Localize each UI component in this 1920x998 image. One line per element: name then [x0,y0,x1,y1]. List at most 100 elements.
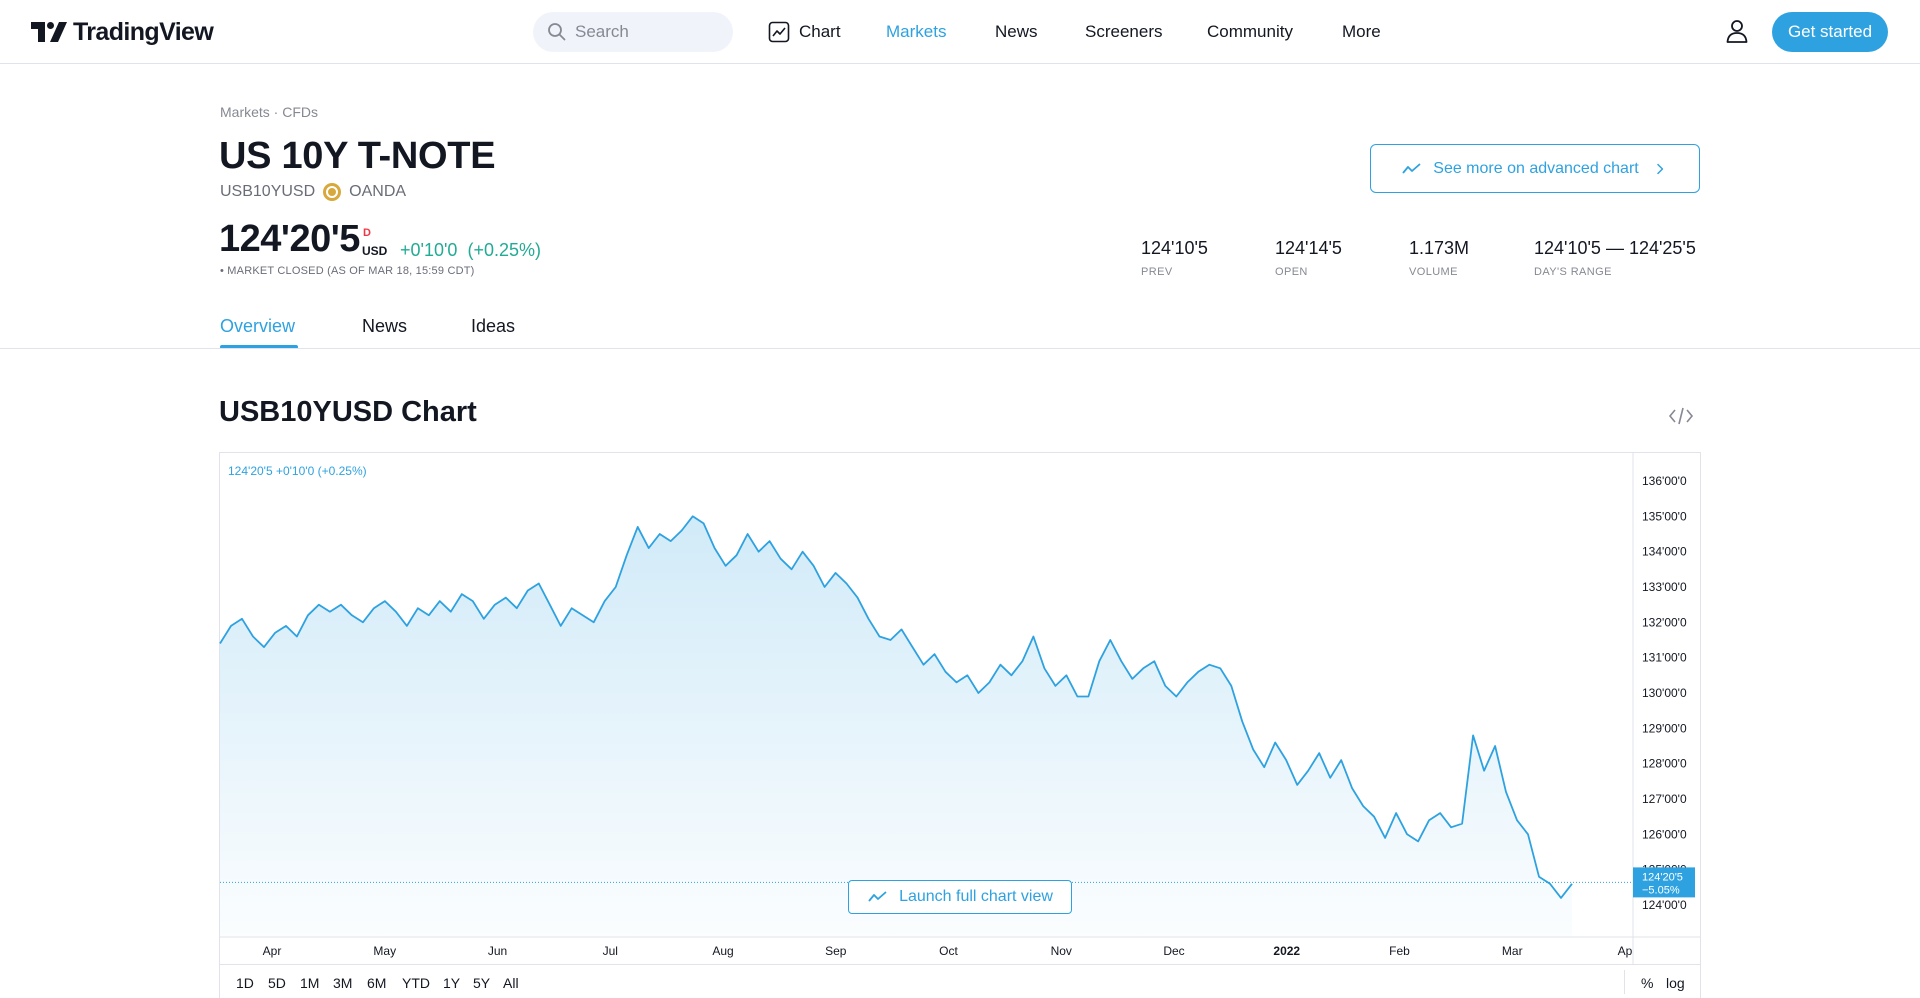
trend-line-icon [868,891,887,902]
top-navigation-bar: TradingView Chart Markets News Screeners… [0,0,1920,64]
percent-scale-toggle[interactable]: % [1641,975,1654,991]
active-tab-indicator [220,345,298,349]
oanda-exchange-icon [323,183,342,201]
price-change-pct: (+0.25%) [467,240,541,260]
symbol-ticker: USB10YUSD [220,183,316,200]
price-line [219,515,1573,899]
stat-value: 1.173M [1409,238,1470,258]
price-tick-label: 124'00'0 [1642,898,1687,912]
stat-label: OPEN [1275,266,1308,278]
price-tick-label: 129'00'0 [1642,721,1687,735]
embed-code-icon[interactable] [1668,404,1694,428]
price-tick-label: 127'00'0 [1642,792,1687,806]
log-scale-toggle[interactable]: log [1666,975,1685,991]
chart-icon [768,21,790,43]
symbol-subtitle: USB10YUSD OANDA [220,183,406,201]
tab-ideas[interactable]: Ideas [471,316,516,336]
time-tick-label: Feb [1389,944,1410,958]
search-input[interactable] [575,22,715,42]
last-price: 124'20'5 [219,218,360,260]
price-axis: 136'00'0 135'00'0 134'00'0 133'00'0 132'00'0… [1642,474,1687,912]
price-tick-label: 132'00'0 [1642,615,1687,629]
breadcrumb-markets[interactable]: Markets [220,104,270,120]
stat-label: DAY'S RANGE [1534,266,1612,278]
tradingview-logo[interactable]: TradingView [31,17,214,46]
time-tick-label: Ap [1618,944,1633,958]
price-tick-label: 135'00'0 [1642,509,1687,523]
time-tick-label: Mar [1502,944,1523,958]
time-tick-label: Sep [825,944,847,958]
price-tick-label: 133'00'0 [1642,580,1687,594]
tabs-divider [0,348,1920,349]
price-area-series [219,515,1573,936]
range-6m-button[interactable]: 6M [367,975,387,991]
time-tick-label: Aug [712,944,733,958]
stat-volume: 1.173M VOLUME [1409,238,1469,278]
price-tick-label: 134'00'0 [1642,545,1687,559]
time-tick-label: 2022 [1273,944,1300,958]
advanced-chart-label: See more on advanced chart [1433,159,1639,177]
time-tick-label: Jun [488,944,507,958]
range-5y-button[interactable]: 5Y [473,975,491,991]
price-currency: USD [362,244,388,258]
search-icon [548,23,566,41]
launch-full-chart-button[interactable]: Launch full chart view [848,880,1072,914]
search-box[interactable] [533,12,733,52]
price-tick-label: 136'00'0 [1642,474,1687,488]
range-5d-button[interactable]: 5D [268,975,286,991]
nav-chart-label: Chart [799,22,841,41]
range-all-button[interactable]: All [503,975,519,991]
range-selector-bar [219,964,1701,998]
price-tick-label: 130'00'0 [1642,686,1687,700]
trend-line-icon [1402,162,1421,174]
logo-text: TradingView [73,17,214,46]
range-1y-button[interactable]: 1Y [443,975,461,991]
stat-value: 124'10'5 [1141,238,1208,258]
last-price-marker: 124'20'5−5.05% [220,867,1695,898]
user-icon[interactable] [1724,18,1750,44]
get-started-button[interactable]: Get started [1772,12,1888,52]
range-ytd-button[interactable]: YTD [402,975,430,991]
market-status: • MARKET CLOSED (AS OF MAR 18, 15:59 CDT… [220,265,475,277]
chart-legend: 124'20'5 +0'10'0 (+0.25%) [228,464,367,478]
price-area-fill [220,516,1572,936]
advanced-chart-button[interactable]: See more on advanced chart [1370,144,1700,193]
delayed-flag: D [363,227,371,239]
symbol-exchange[interactable]: OANDA [349,183,407,200]
breadcrumb-cfds[interactable]: CFDs [282,104,319,120]
breadcrumb: Markets · CFDs [220,104,318,120]
range-1m-button[interactable]: 1M [300,975,320,991]
chevron-right-icon [1656,163,1663,174]
range-separator [1624,970,1625,994]
tab-news[interactable]: News [362,316,408,336]
range-1d-button[interactable]: 1D [236,975,254,991]
stat-value: 124'10'5 — 124'25'5 [1534,238,1696,258]
stat-label: PREV [1141,266,1173,278]
time-tick-label: May [373,944,396,958]
tradingview-logo-icon [31,22,67,42]
tab-overview[interactable]: Overview [220,316,296,336]
last-price-tag-pct: −5.05% [1642,884,1680,896]
time-tick-label: Apr [263,944,282,958]
price-change: +0'10'0 (+0.25%) [400,240,541,261]
price-change-abs: +0'10'0 [400,240,458,260]
stat-days-range: 124'10'5 — 124'25'5 DAY'S RANGE [1534,238,1696,278]
nav-chart[interactable]: Chart [768,0,841,64]
stat-open: 124'14'5 OPEN [1275,238,1342,278]
launch-full-chart-label: Launch full chart view [899,888,1053,905]
price-tick-label: 131'00'0 [1642,651,1687,665]
nav-screeners[interactable]: Screeners [1085,22,1163,41]
nav-more[interactable]: More [1342,22,1381,41]
nav-markets[interactable]: Markets [886,22,947,41]
nav-community[interactable]: Community [1207,22,1293,41]
price-tick-label: 128'00'0 [1642,757,1687,771]
last-price-tag-value: 124'20'5 [1642,871,1683,883]
chart-container [219,452,1701,998]
stat-value: 124'14'5 [1275,238,1342,258]
nav-news[interactable]: News [995,22,1038,41]
symbol-title: US 10Y T-NOTE [219,135,496,177]
time-tick-label: Dec [1163,944,1184,958]
price-tick-label: 126'00'0 [1642,827,1687,841]
range-3m-button[interactable]: 3M [333,975,353,991]
